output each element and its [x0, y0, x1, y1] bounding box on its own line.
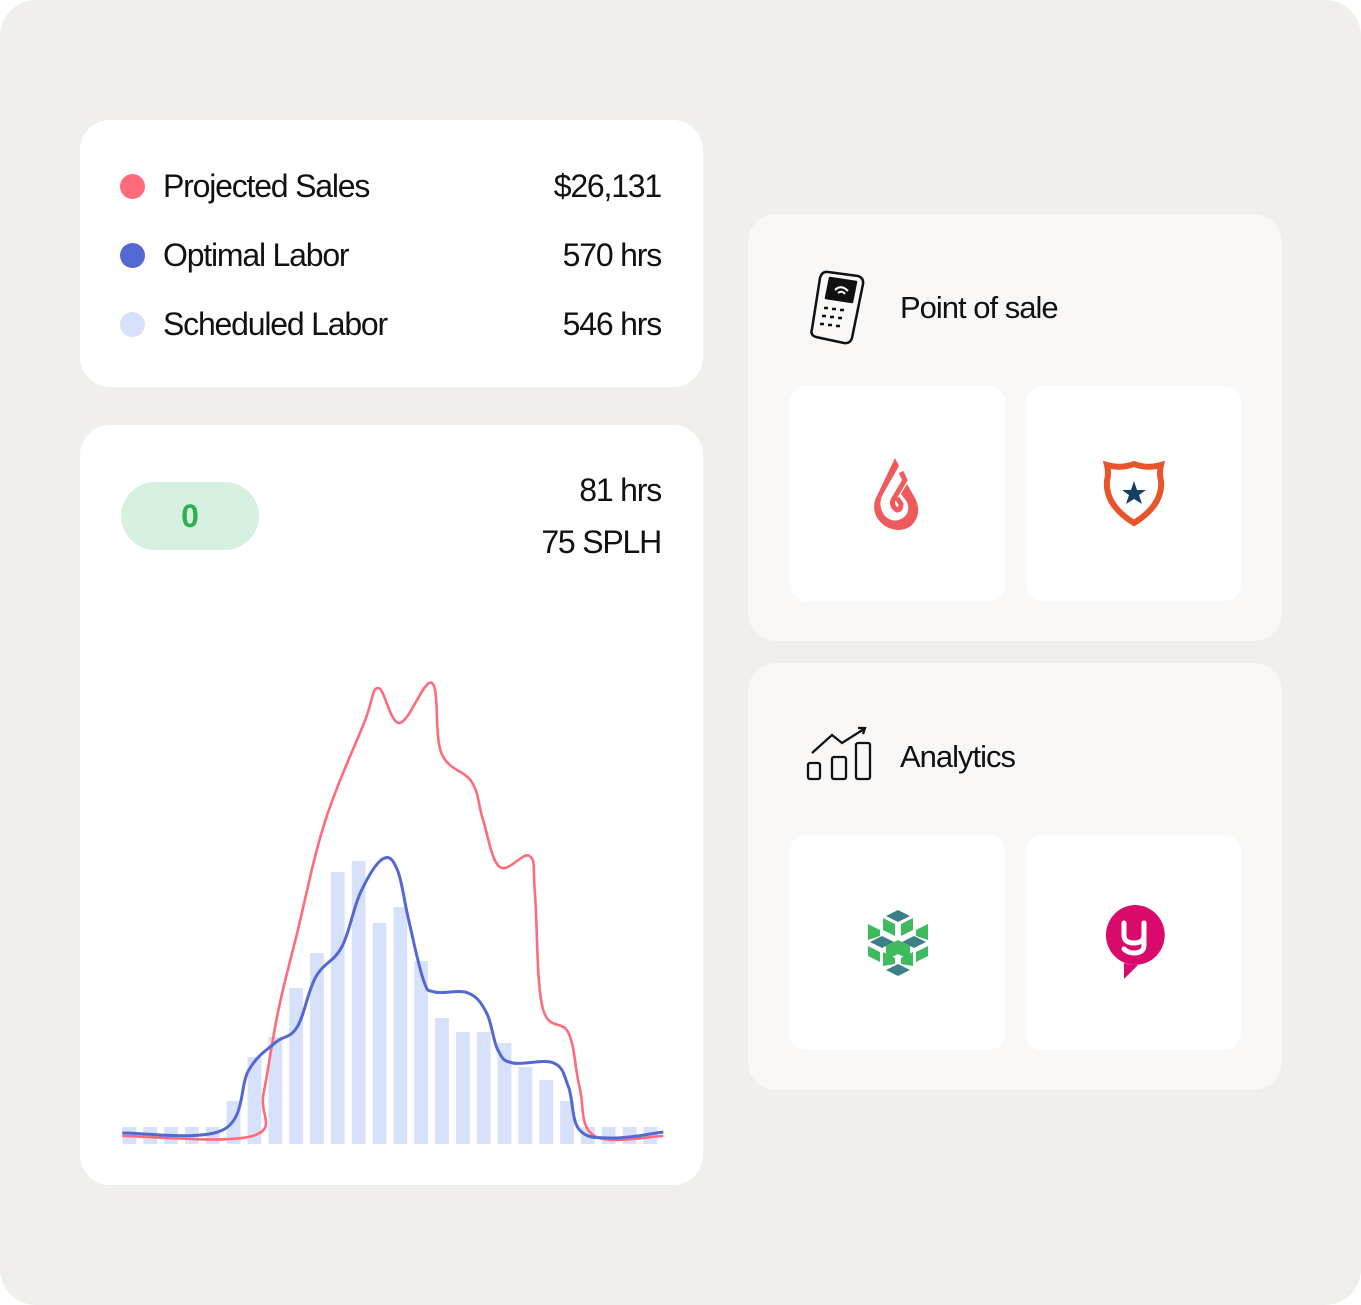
lightspeed-logo — [873, 457, 918, 530]
scheduled-labor-bar — [435, 1018, 449, 1144]
scheduled-labor-bar — [247, 1057, 262, 1144]
projected-sales-line — [122, 681, 664, 1142]
legend-value: 570 hrs — [562, 236, 663, 273]
scheduled-labor-bar — [351, 861, 366, 1144]
scheduled-labor-bar — [497, 1043, 512, 1144]
legend-value: $26,131 — [553, 167, 662, 204]
legend-row-scheduled-labor: Scheduled Labor 546 hrs — [120, 304, 663, 344]
legend-row-projected-sales: Projected Sales $26,131 — [120, 166, 662, 206]
scheduled-dot-icon — [120, 311, 145, 337]
scheduled-labor-bar — [476, 1032, 491, 1144]
panel-title: Analytics — [900, 739, 1016, 774]
legend-row-optimal-labor: Optimal Labor 570 hrs — [120, 235, 663, 275]
hours-stat: 81 hrs — [579, 472, 662, 508]
scheduled-labor-bar — [601, 1127, 616, 1144]
scheduled-labor-bar — [414, 961, 429, 1144]
scheduled-labor-bar — [455, 1032, 470, 1144]
sales-dot-icon — [120, 173, 145, 199]
pink-y-chat-logo-tile[interactable] — [1026, 835, 1241, 1050]
legend-label: Projected Sales — [163, 167, 370, 204]
shield-star-logo-tile[interactable] — [1026, 386, 1241, 601]
variance-badge: 0 — [121, 482, 259, 550]
card-terminal-icon — [810, 270, 865, 345]
chart-card: 0 81 hrs 75 SPLH — [80, 425, 703, 1185]
scheduled-labor-bar — [560, 1101, 574, 1144]
scheduled-labor-bar — [372, 923, 387, 1144]
point-of-sale-panel: Point of sale — [748, 214, 1282, 641]
splh-stat: 75 SPLH — [541, 524, 662, 560]
optimal-dot-icon — [120, 242, 145, 268]
optimal-labor-line — [122, 855, 664, 1140]
pink-y-chat-logo — [1105, 904, 1165, 979]
scheduled-labor-bar — [289, 988, 304, 1144]
scheduled-labor-bar — [330, 872, 345, 1144]
scheduled-labor-bar — [310, 953, 324, 1144]
legend-label: Optimal Labor — [163, 236, 350, 273]
analytics-panel: Analytics — [748, 663, 1282, 1090]
panel-title: Point of sale — [900, 290, 1059, 325]
shield-star-logo — [1102, 460, 1165, 527]
hexagon-cubes-logo — [867, 909, 928, 976]
legend-label: Scheduled Labor — [163, 305, 388, 342]
scheduled-labor-bar — [518, 1067, 533, 1144]
labor-chart — [122, 681, 664, 1144]
legend-value: 546 hrs — [562, 305, 663, 342]
scheduled-labor-bar — [393, 907, 408, 1144]
scheduled-labor-bar — [539, 1080, 554, 1144]
lightspeed-logo-tile[interactable] — [790, 386, 1005, 601]
bar-chart-trend-icon — [806, 726, 872, 781]
legend-card: Projected Sales $26,131 Optimal Labor 57… — [80, 120, 703, 387]
hexagon-cubes-logo-tile[interactable] — [790, 835, 1005, 1050]
scheduled-labor-bar — [268, 1037, 283, 1144]
